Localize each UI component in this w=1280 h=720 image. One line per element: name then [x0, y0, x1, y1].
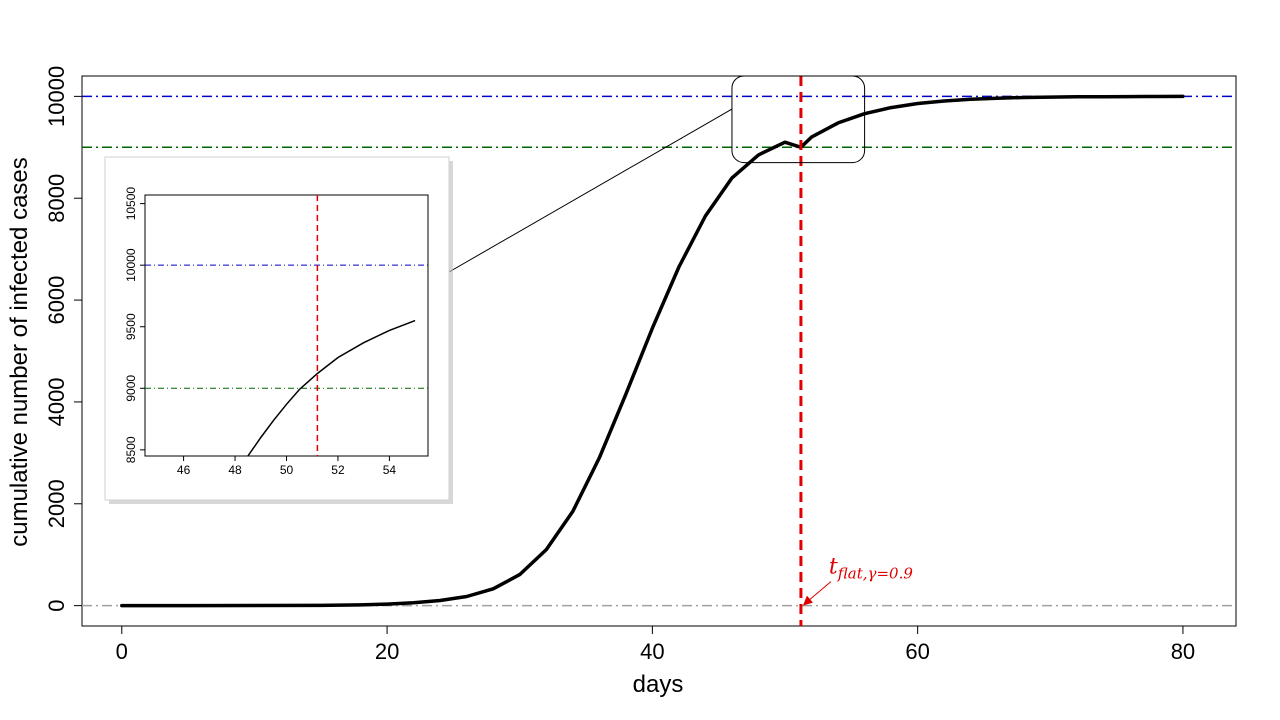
inset-x-tick-label: 50: [280, 463, 294, 477]
annotation-label: tflat,γ=0.9: [829, 555, 913, 583]
x-tick-label: 80: [1171, 639, 1195, 664]
annotation-arrowhead: [802, 595, 813, 606]
inset-x-tick-label: 52: [331, 463, 345, 477]
inset-series-line: [247, 319, 416, 457]
inset-y-tick-label: 8500: [124, 436, 138, 463]
inset-y-tick-label: 10000: [124, 248, 138, 282]
y-axis-title: cumulative number of infected cases: [6, 157, 33, 547]
inset-x-tick-label: 54: [383, 463, 397, 477]
zoom-box: [731, 75, 866, 164]
y-tick-label: 4000: [44, 377, 69, 426]
inset-y-tick-label: 9500: [124, 313, 138, 340]
y-tick-label: 0: [44, 600, 69, 612]
plot-frame: [81, 75, 1237, 627]
x-tick-label: 20: [375, 639, 399, 664]
y-tick-label: 6000: [44, 276, 69, 325]
series-line: [120, 94, 1185, 608]
main-plot: 0 20 40 60 80 0 2000 4000 6000 8000 10000 tflat,γ=0…: [44, 66, 1237, 664]
x-tick-label: 60: [905, 639, 929, 664]
inset-y-tick-label: 10500: [124, 187, 138, 221]
inset-x-tick-label: 46: [177, 463, 191, 477]
y-tick-label: 8000: [44, 174, 69, 223]
x-axis-title: days: [633, 671, 684, 698]
inset-y-tick-label: 9000: [124, 375, 138, 402]
y-tick-label: 2000: [44, 479, 69, 528]
x-tick-label: 0: [116, 639, 128, 664]
inset-plot: 46 48 50 52 54 8500 9000 9500 10000 10500: [104, 156, 453, 504]
inset-background: [104, 156, 450, 501]
y-tick-label: 10000: [44, 66, 69, 127]
inset-x-tick-label: 48: [228, 463, 242, 477]
zoom-connector: [448, 108, 733, 273]
x-tick-label: 40: [640, 639, 664, 664]
